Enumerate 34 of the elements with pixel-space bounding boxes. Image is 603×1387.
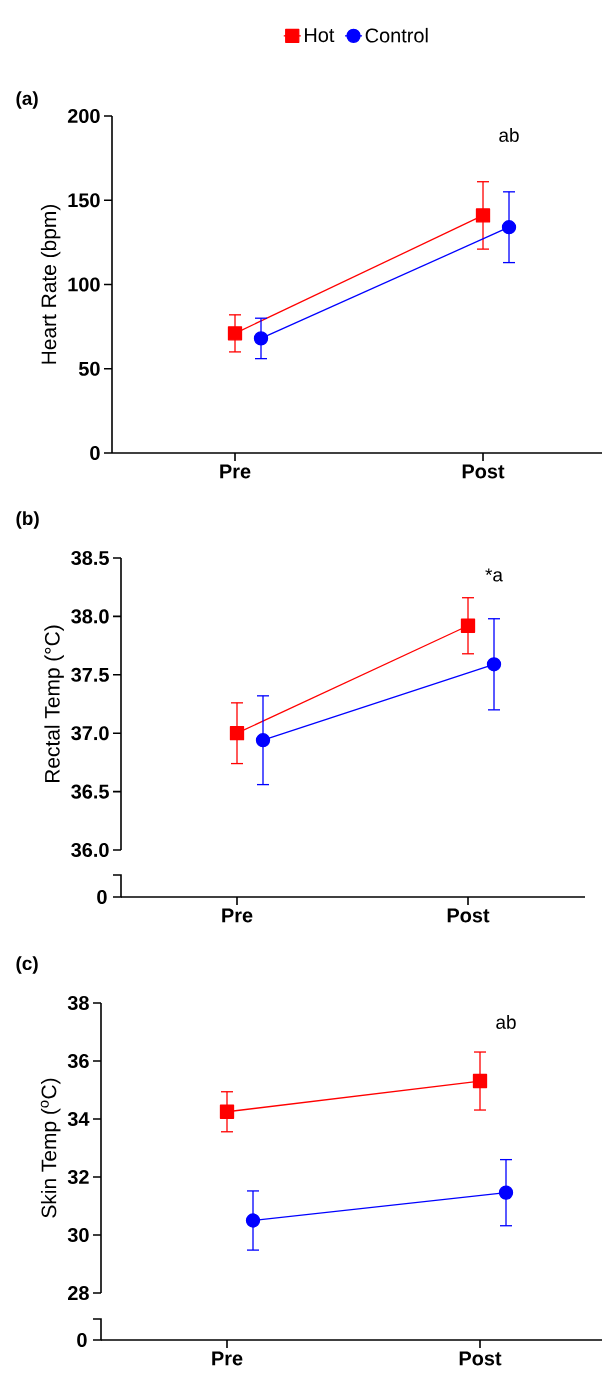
chart-title: (c)	[16, 956, 38, 974]
y-tick-label: 36.5	[71, 784, 109, 799]
x-tick-label: Pre	[212, 1351, 243, 1366]
y-axis-title: Rectal Temp (°C)	[44, 625, 64, 783]
y-tick-label: 32	[67, 1169, 89, 1185]
y-axis-title: Skin Temp ($^{o}$C)	[40, 1078, 61, 1218]
x-tick-label: Pre	[220, 464, 251, 479]
annotation: ab	[499, 128, 519, 142]
y-tick-label: 37.5	[71, 667, 109, 682]
chart-title: (b)	[16, 511, 39, 529]
y-tick-label: 38	[67, 995, 89, 1011]
y-tick-label: 28	[68, 1285, 89, 1301]
x-tick-label: Post	[459, 1351, 502, 1366]
annotation: *a	[485, 568, 503, 582]
legend-label: Hot	[305, 28, 335, 43]
legend-label: Control	[365, 27, 428, 43]
y-tick-label: 30	[67, 1227, 89, 1243]
y-tick-label: 200	[67, 108, 100, 124]
x-tick-label: Post	[462, 464, 505, 479]
y-axis-title: Heart Rate (bpm)	[40, 205, 61, 364]
x-tick-label: Post	[447, 908, 490, 923]
y-tick-label: 34	[67, 1111, 90, 1127]
y-tick-label: 50	[78, 361, 100, 376]
chart-title: (a)	[16, 91, 38, 109]
y-tick-label: 150	[68, 193, 100, 208]
y-tick-label: 36.0	[71, 842, 109, 858]
y-tick-label: 0	[90, 445, 100, 461]
y-tick-label: 38.5	[71, 550, 109, 566]
y-tick-label: 100	[68, 277, 100, 292]
x-tick-label: Pre	[222, 908, 253, 923]
annotation: ab	[496, 1015, 516, 1029]
y-tick-label: 38.0	[71, 609, 109, 624]
y-tick-label: 36	[67, 1053, 89, 1069]
y-tick-label: 37.0	[71, 726, 109, 741]
